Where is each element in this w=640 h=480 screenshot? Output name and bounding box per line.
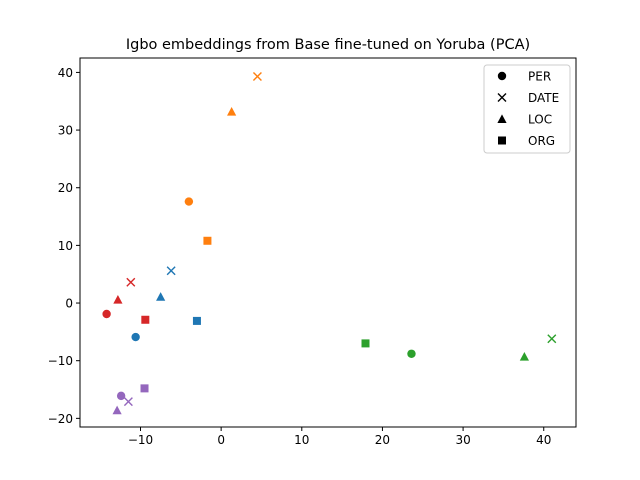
- data-point-triangle-10: [519, 352, 529, 361]
- legend-label-date: DATE: [528, 91, 559, 105]
- legend-marker-per: [497, 71, 507, 81]
- data-point-x-5: [252, 71, 262, 81]
- legend-label-per: PER: [528, 70, 551, 84]
- legend: PER DATE LOC ORG: [483, 64, 571, 154]
- legend-marker-loc: [497, 114, 507, 123]
- data-point-square-11: [361, 339, 370, 348]
- y-tick-label: 10: [58, 239, 73, 253]
- legend-marker-org: [498, 136, 506, 145]
- data-point-circle-0: [131, 332, 140, 342]
- y-tick-label: 0: [65, 297, 73, 311]
- data-point-x-17: [123, 397, 133, 407]
- x-tick-label: −10: [128, 433, 153, 447]
- data-point-square-7: [203, 236, 212, 245]
- legend-marker-date: [497, 93, 507, 102]
- data-point-square-3: [192, 316, 201, 325]
- plot-area: [102, 71, 557, 415]
- x-tick-label: 40: [536, 433, 551, 447]
- x-tick-label: 10: [294, 433, 309, 447]
- legend-label-org: ORG: [528, 134, 555, 148]
- data-point-circle-8: [407, 349, 416, 358]
- data-point-triangle-14: [113, 294, 123, 304]
- y-tick-label: 30: [58, 124, 73, 138]
- data-point-x-1: [166, 266, 176, 276]
- legend-label-loc: LOC: [528, 113, 552, 127]
- y-tick-label: 20: [58, 181, 73, 195]
- data-point-triangle-6: [227, 107, 237, 116]
- data-point-x-9: [547, 334, 557, 344]
- y-tick-label: 40: [58, 66, 73, 80]
- y-tick-label: −20: [48, 412, 73, 426]
- data-point-triangle-2: [156, 292, 166, 301]
- x-tick-label: 0: [217, 433, 225, 447]
- data-point-square-15: [141, 315, 150, 324]
- data-point-x-13: [126, 277, 136, 287]
- x-tick-label: 30: [455, 433, 470, 447]
- y-tick-label: −10: [48, 354, 73, 368]
- plot-frame: [79, 57, 577, 428]
- data-point-circle-12: [102, 309, 111, 319]
- axes: −10 0 10 20 30 40 −20 −10 0 10 20 30 40: [48, 57, 577, 447]
- x-tick-label: 20: [375, 433, 390, 447]
- data-point-square-19: [140, 384, 149, 393]
- data-point-triangle-18: [112, 405, 122, 415]
- chart-title: Igbo embeddings from Base fine-tuned on …: [126, 37, 530, 53]
- data-point-circle-4: [184, 197, 194, 206]
- data-point-circle-16: [116, 391, 126, 401]
- legend-box: [483, 64, 571, 154]
